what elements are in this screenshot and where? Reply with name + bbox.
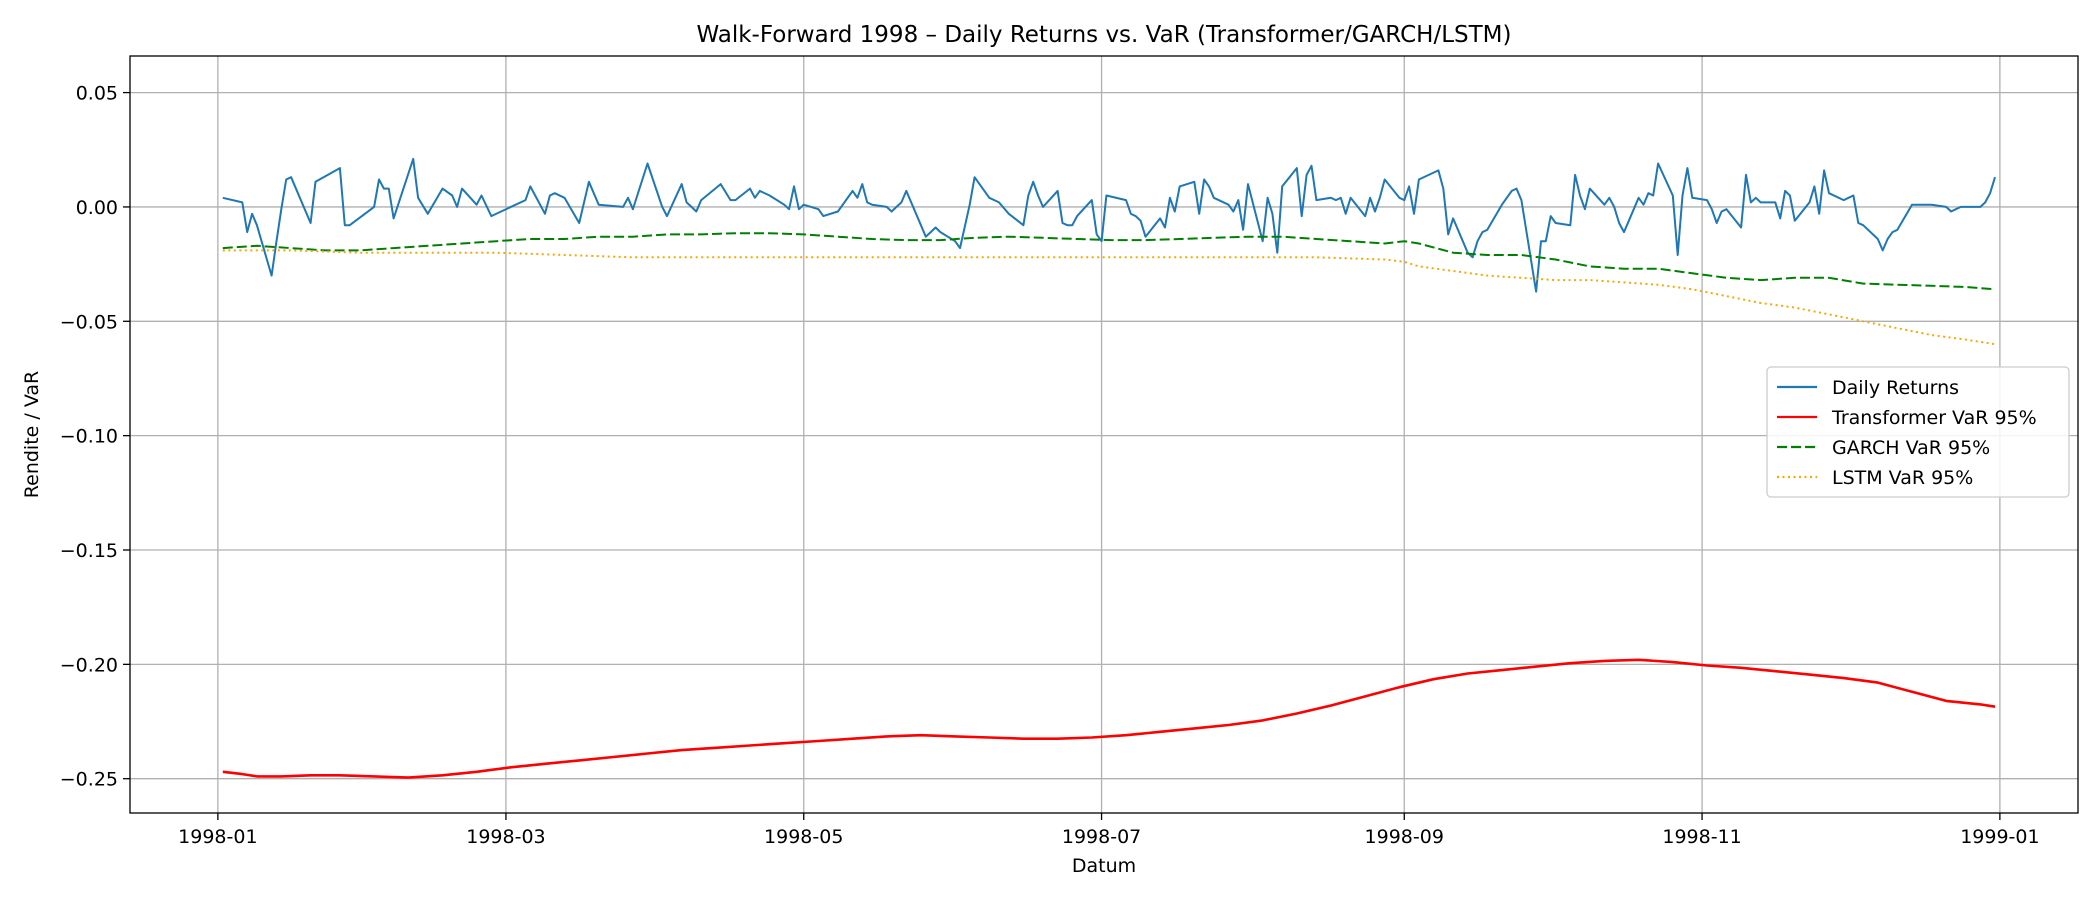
grid bbox=[130, 56, 2078, 813]
x-tick-label: 1998-01 bbox=[178, 826, 257, 848]
y-tick-label: −0.25 bbox=[60, 769, 118, 791]
y-tick-label: 0.00 bbox=[76, 197, 118, 219]
y-axis-label: Rendite / VaR bbox=[21, 371, 43, 498]
x-tick-label: 1998-05 bbox=[764, 826, 843, 848]
x-tick-label: 1998-11 bbox=[1662, 826, 1741, 848]
legend-entry: GARCH VaR 95% bbox=[1832, 437, 1990, 459]
series-line-daily-returns bbox=[222, 157, 1996, 293]
legend-entry: LSTM VaR 95% bbox=[1832, 467, 1973, 489]
series-line-transformer-var-95 bbox=[222, 658, 1996, 779]
chart-title: Walk-Forward 1998 – Daily Returns vs. Va… bbox=[696, 22, 1511, 48]
x-tick-label: 1999-01 bbox=[1960, 826, 2039, 848]
x-tick-label: 1998-03 bbox=[466, 826, 545, 848]
x-axis: 1998-01 1998-03 1998-05 1998-07 1998-09 1998-… bbox=[178, 813, 2040, 848]
legend-box bbox=[1766, 366, 2070, 498]
x-axis-label: Datum bbox=[1072, 855, 1136, 877]
x-tick-label: 1998-07 bbox=[1062, 826, 1141, 848]
plot-frame bbox=[129, 55, 2079, 814]
y-tick-label: −0.10 bbox=[60, 426, 118, 448]
series-layer bbox=[222, 157, 1996, 779]
y-tick-label: 0.05 bbox=[76, 83, 118, 105]
y-tick-label: −0.05 bbox=[60, 311, 118, 333]
y-tick-label: −0.15 bbox=[60, 540, 118, 562]
series-line-garch-var-95 bbox=[222, 232, 1996, 291]
x-tick-label: 1998-09 bbox=[1365, 826, 1444, 848]
y-axis: 0.05 0.00 −0.05 −0.10 −0.15 −0.20 −0.25 bbox=[60, 83, 130, 791]
legend-entry: Transformer VaR 95% bbox=[1831, 407, 2037, 429]
legend: Daily Returns Transformer VaR 95% GARCH Va… bbox=[1766, 366, 2070, 498]
legend-entry: Daily Returns bbox=[1832, 377, 1959, 399]
y-tick-label: −0.20 bbox=[60, 654, 118, 676]
